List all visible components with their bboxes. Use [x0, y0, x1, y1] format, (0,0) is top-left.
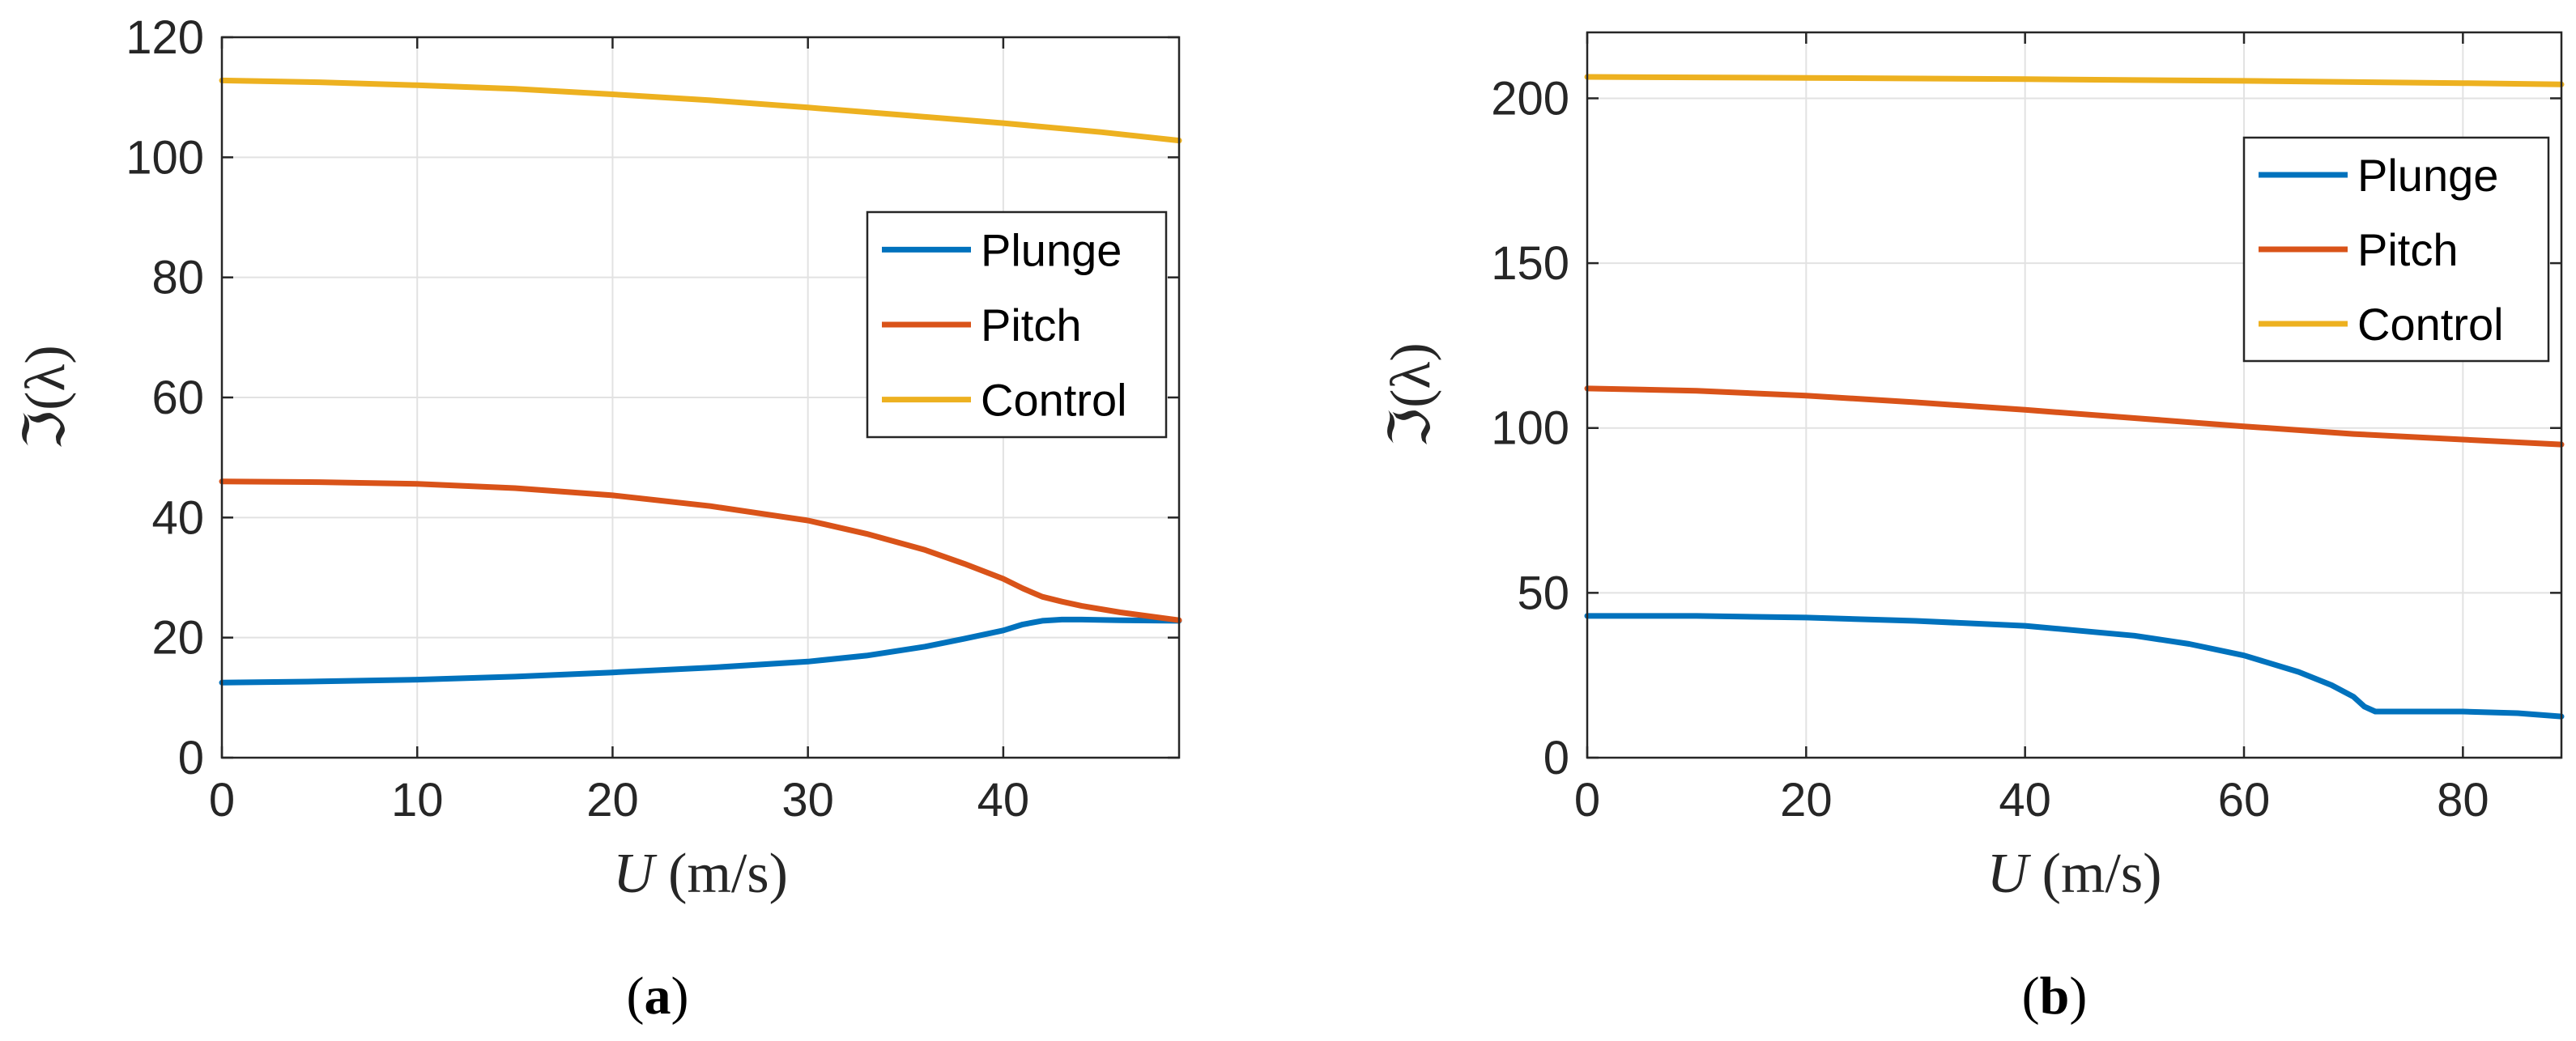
y-tick-label: 120	[126, 11, 204, 64]
y-tick-label: 60	[151, 372, 204, 424]
x-axis-label: U (m/s)	[613, 843, 788, 905]
x-tick-label: 80	[2437, 774, 2489, 826]
y-tick-label: 20	[151, 612, 204, 665]
series-line-plunge	[1584, 613, 2565, 720]
y-axis-label: ℑ(λ)	[15, 345, 77, 449]
y-tick-label: 200	[1491, 72, 1569, 125]
x-axis-label: U (m/s)	[1987, 843, 2162, 905]
y-axis-label: ℑ(λ)	[1380, 342, 1442, 447]
y-tick-label: 0	[1543, 732, 1569, 784]
series-line-control	[1584, 74, 2565, 87]
x-tick-label: 10	[391, 774, 444, 826]
legend-label-plunge: Plunge	[981, 224, 1122, 275]
y-tick-label: 40	[151, 491, 204, 544]
axes-box	[1586, 31, 2563, 759]
x-tick-label: 30	[781, 774, 834, 826]
x-tick-label: 0	[1574, 774, 1600, 826]
panel-label: (a)	[627, 967, 689, 1026]
panel-a: 0 10 20 30 40 0 20 40 60 80 100 120 U (m/s) ℑ(λ) Plung…	[15, 11, 1182, 1026]
x-tick-label: 0	[209, 774, 235, 826]
x-tick-label: 40	[977, 774, 1030, 826]
series-line-pitch	[1584, 385, 2565, 448]
panel-label: (b)	[2022, 967, 2088, 1026]
y-tick-label: 80	[151, 252, 204, 304]
panel-b: 0 20 40 60 80 0 50 100 150 200 U (m/s) ℑ(λ) Plunge Pi…	[1380, 31, 2565, 1026]
legend-label-plunge: Plunge	[2357, 150, 2498, 201]
y-tick-label: 100	[126, 131, 204, 184]
y-tick-label: 150	[1491, 237, 1569, 290]
x-tick-label: 20	[586, 774, 639, 826]
legend-label-control: Control	[2357, 299, 2504, 350]
x-tick-label: 40	[1999, 774, 2051, 826]
legend-label-pitch: Pitch	[2357, 224, 2459, 275]
y-tick-label: 50	[1517, 567, 1569, 619]
series-line-plunge	[219, 616, 1182, 686]
x-tick-label: 60	[2218, 774, 2271, 826]
y-tick-label: 0	[178, 732, 204, 784]
x-tick-label: 20	[1780, 774, 1833, 826]
legend-label-pitch: Pitch	[981, 300, 1082, 351]
legend-label-control: Control	[981, 375, 1127, 426]
series-line-pitch	[219, 478, 1182, 623]
series-line-control	[219, 77, 1182, 144]
y-tick-label: 100	[1491, 402, 1569, 455]
